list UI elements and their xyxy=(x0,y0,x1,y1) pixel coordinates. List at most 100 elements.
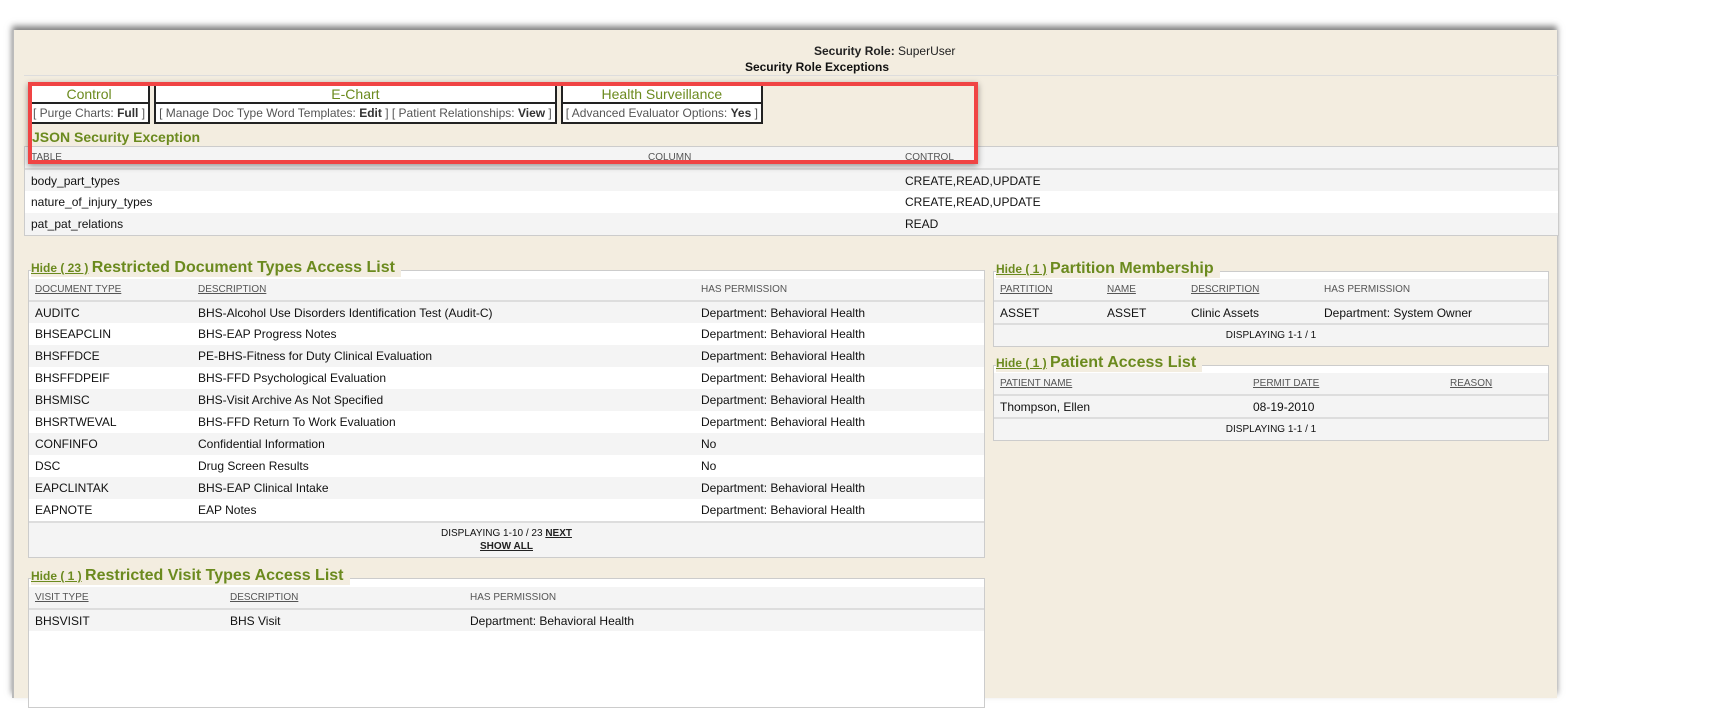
patient-access-displaying: DISPLAYING 1-1 / 1 xyxy=(994,417,1548,440)
cell: No xyxy=(695,433,984,455)
cell: EAPNOTE xyxy=(35,503,93,517)
col-partition[interactable]: PARTITION xyxy=(994,279,1101,302)
col-visit-type[interactable]: VISIT TYPE xyxy=(29,587,224,610)
cell: ASSET xyxy=(994,301,1101,323)
cell xyxy=(642,169,899,191)
visit-types-table: VISIT TYPE DESCRIPTION HAS PERMISSION BHSV… xyxy=(29,587,984,631)
cell: DSC xyxy=(35,459,61,473)
table-row: nature_of_injury_types CREATE,READ,UPDATE xyxy=(25,191,1558,213)
cell: Department: Behavioral Health xyxy=(701,327,866,341)
cell: Department: Behavioral Health xyxy=(701,415,866,429)
cell: No xyxy=(701,459,717,473)
col-has-permission: HAS PERMISSION xyxy=(695,279,984,302)
table-row: body_part_types CREATE,READ,UPDATE xyxy=(25,169,1558,191)
hide-visit-types-link[interactable]: Hide ( 1 ) xyxy=(31,569,82,583)
partition-displaying: DISPLAYING 1-1 / 1 xyxy=(994,323,1548,346)
table-row: BHSFFDPEIF BHS-FFD Psychological Evaluati… xyxy=(29,367,984,389)
page-content: Security Role: SuperUser Security Role E… xyxy=(12,30,1559,708)
cell: BHS-FFD Psychological Evaluation xyxy=(198,371,387,385)
partition-title: Partition Membership xyxy=(1050,260,1214,277)
hide-partition-link[interactable]: Hide ( 1 ) xyxy=(996,262,1047,276)
next-link[interactable]: NEXT xyxy=(545,528,572,539)
col-name[interactable]: NAME xyxy=(1101,279,1185,302)
patient-access-title: Patient Access List xyxy=(1050,354,1197,371)
cell: Thompson, Ellen xyxy=(994,395,1247,417)
cell xyxy=(642,213,899,235)
table-row: ASSET ASSET Clinic Assets Department: Syste… xyxy=(994,301,1548,323)
cell: BHS Visit xyxy=(224,609,464,631)
cell: EAP Notes xyxy=(198,503,257,517)
exception-group-control: Control [ Purge Charts: Full ] xyxy=(28,82,151,124)
cell: EAPCLINTAK xyxy=(29,477,192,499)
cell: 08-19-2010 xyxy=(1247,395,1444,417)
patient-access-panel: Hide ( 1 ) Patient Access List PATIENT N… xyxy=(993,354,1549,441)
table-row: AUDITC BHS-Alcohol Use Disorders Identifi… xyxy=(29,301,984,323)
cell xyxy=(1444,395,1548,417)
displaying-count: DISPLAYING 1-10 / 23 xyxy=(441,528,543,539)
cell: Department: Behavioral Health xyxy=(695,345,984,367)
hide-doc-types-link[interactable]: Hide ( 23 ) xyxy=(31,261,89,275)
cell: ASSET xyxy=(1101,301,1185,323)
security-role-value: SuperUser xyxy=(898,44,956,58)
col-reason[interactable]: REASON xyxy=(1444,373,1548,396)
col-control: CONTROL xyxy=(899,147,1558,170)
group-name: Health Surveillance xyxy=(562,84,761,104)
cell: BHS-Visit Archive As Not Specified xyxy=(192,389,695,411)
cell: CREATE,READ,UPDATE xyxy=(899,169,1558,191)
cell: Department: Behavioral Health xyxy=(695,389,984,411)
partition-panel: Hide ( 1 ) Partition Membership PARTITIO… xyxy=(993,260,1549,347)
col-description[interactable]: DESCRIPTION xyxy=(1185,279,1318,302)
partition-legend: Hide ( 1 ) Partition Membership xyxy=(996,260,1220,278)
cell: BHSMISC xyxy=(29,389,192,411)
cell: Department: Behavioral Health xyxy=(695,301,984,323)
table-row: BHSFFDCE PE-BHS-Fitness for Duty Clinical… xyxy=(29,345,984,367)
col-permit-date[interactable]: PERMIT DATE xyxy=(1247,373,1444,396)
exception-item: [ Advanced Evaluator Options: Yes ] xyxy=(565,106,758,120)
table-row: DSC Drug Screen Results No xyxy=(29,455,984,477)
hide-patient-access-link[interactable]: Hide ( 1 ) xyxy=(996,356,1047,370)
cell xyxy=(642,191,899,213)
exception-item: [ Manage Doc Type Word Templates: Edit ]… xyxy=(159,106,552,120)
cell: BHS-EAP Clinical Intake xyxy=(192,477,695,499)
col-description[interactable]: DESCRIPTION xyxy=(224,587,464,610)
item-value: Yes xyxy=(730,106,752,120)
cell: body_part_types xyxy=(25,169,642,191)
cell: Department: Behavioral Health xyxy=(701,371,866,385)
item-value: Full xyxy=(117,106,139,120)
cell: Department: Behavioral Health xyxy=(701,503,866,517)
table-row: CONFINFO Confidential Information No xyxy=(29,433,984,455)
cell: Clinic Assets xyxy=(1185,301,1318,323)
cell: BHSVISIT xyxy=(29,609,224,631)
table-row: EAPCLINTAK BHS-EAP Clinical Intake Departm… xyxy=(29,477,984,499)
cell: Department: Behavioral Health xyxy=(464,609,984,631)
visit-types-legend: Hide ( 1 ) Restricted Visit Types Access… xyxy=(31,567,350,585)
cell: BHS-Alcohol Use Disorders Identification… xyxy=(192,301,695,323)
security-role: Security Role: SuperUser xyxy=(814,44,955,58)
patient-access-table: PATIENT NAME PERMIT DATE REASON Thompson, … xyxy=(994,373,1548,417)
table-row: EAPNOTE EAP Notes Department: Behavioral H… xyxy=(29,499,984,521)
col-document-type[interactable]: DOCUMENT TYPE xyxy=(29,279,192,302)
cell: BHS-FFD Return To Work Evaluation xyxy=(198,415,396,429)
cell: AUDITC xyxy=(29,301,192,323)
cell: BHSRTWEVAL xyxy=(35,415,117,429)
cell: BHSEAPCLIN xyxy=(35,327,112,341)
col-has-permission: HAS PERMISSION xyxy=(464,587,984,610)
col-description[interactable]: DESCRIPTION xyxy=(192,279,695,302)
col-patient-name[interactable]: PATIENT NAME xyxy=(994,373,1247,396)
cell: BHSFFDCE xyxy=(29,345,192,367)
table-row: BHSRTWEVAL BHS-FFD Return To Work Evaluat… xyxy=(29,411,984,433)
patient-access-legend: Hide ( 1 ) Patient Access List xyxy=(996,354,1203,372)
security-role-label: Security Role: xyxy=(814,44,895,58)
cell: READ xyxy=(899,213,1558,235)
doc-types-pager: DISPLAYING 1-10 / 23 NEXT SHOW ALL xyxy=(29,521,984,557)
cell: pat_pat_relations xyxy=(25,213,642,235)
show-all-link[interactable]: SHOW ALL xyxy=(480,541,533,552)
item-value: Edit xyxy=(359,106,382,120)
table-row: BHSMISC BHS-Visit Archive As Not Specifie… xyxy=(29,389,984,411)
visit-types-panel: Hide ( 1 ) Restricted Visit Types Access… xyxy=(28,567,985,708)
group-name: Control xyxy=(30,84,149,104)
table-row: pat_pat_relations READ xyxy=(25,213,1558,235)
partition-table: PARTITION NAME DESCRIPTION HAS PERMISSION A… xyxy=(994,279,1548,323)
group-name: E-Chart xyxy=(156,84,555,104)
cell: Confidential Information xyxy=(192,433,695,455)
